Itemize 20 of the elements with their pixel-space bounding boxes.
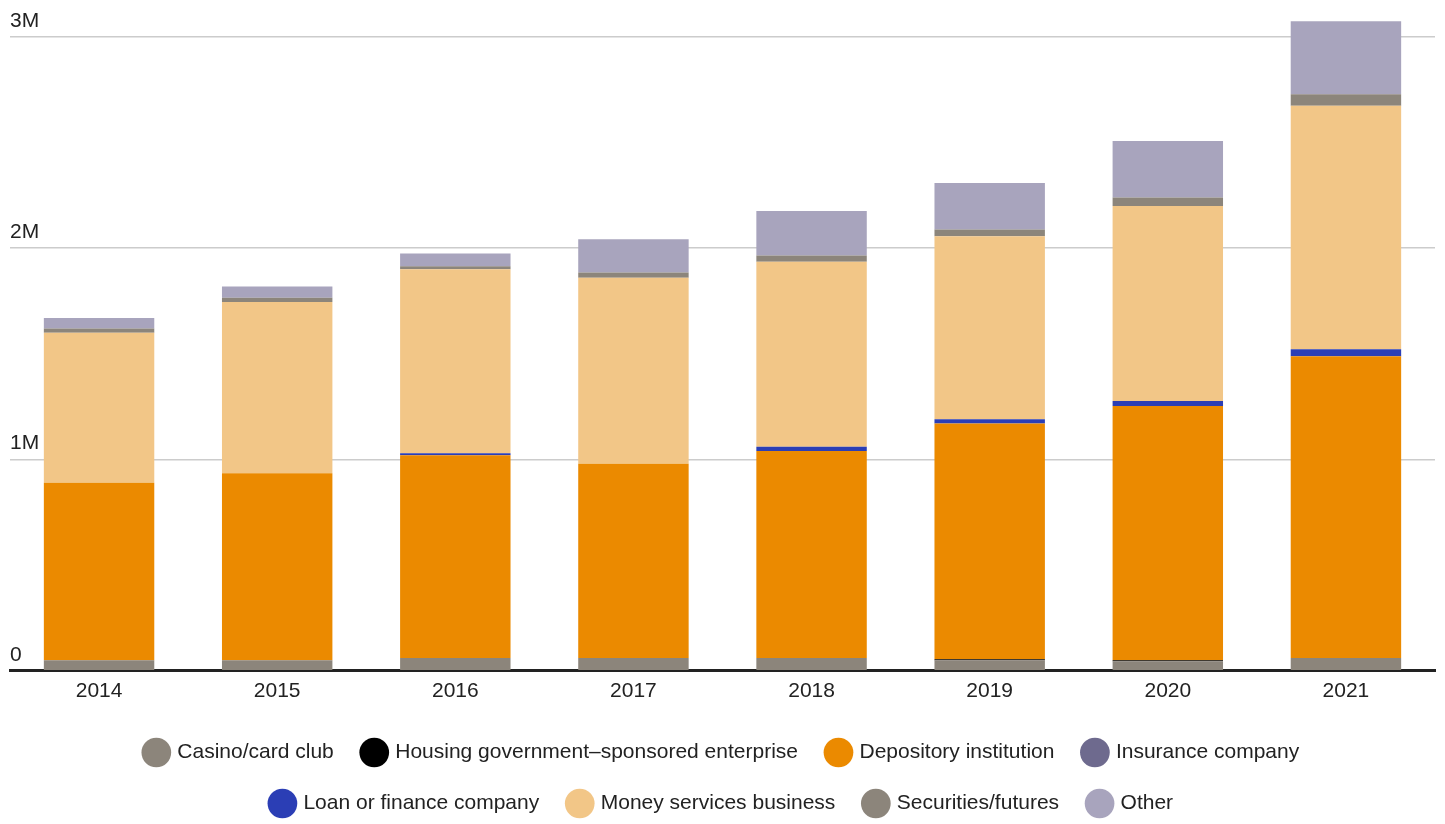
y-tick-label: 0 <box>10 641 22 665</box>
legend-label: Securities/futures <box>896 790 1060 814</box>
x-tick-label: 2021 <box>1322 678 1370 702</box>
x-tick-label: 2015 <box>253 678 301 702</box>
y-tick-label: 3M <box>10 7 40 31</box>
x-tick-label: 2016 <box>431 678 479 702</box>
x-tick-label: 2019 <box>966 678 1014 702</box>
x-tick-label: 2014 <box>75 678 123 702</box>
y-tick-label: 1M <box>10 430 40 454</box>
x-tick-label: 2018 <box>788 678 835 702</box>
legend-label: Loan or finance company <box>303 790 540 814</box>
legend-label: Other <box>1120 790 1174 814</box>
x-tick-label: 2017 <box>610 678 657 702</box>
legend-label: Depository institution <box>859 739 1055 763</box>
legend-label: Housing government–sponsored enterprise <box>395 739 798 763</box>
legend-label: Money services business <box>600 790 836 814</box>
y-tick-label: 2M <box>10 219 40 242</box>
legend-label: Insurance company <box>1115 739 1300 763</box>
legend-label: Casino/card club <box>177 739 334 763</box>
x-tick-label: 2020 <box>1144 678 1192 702</box>
